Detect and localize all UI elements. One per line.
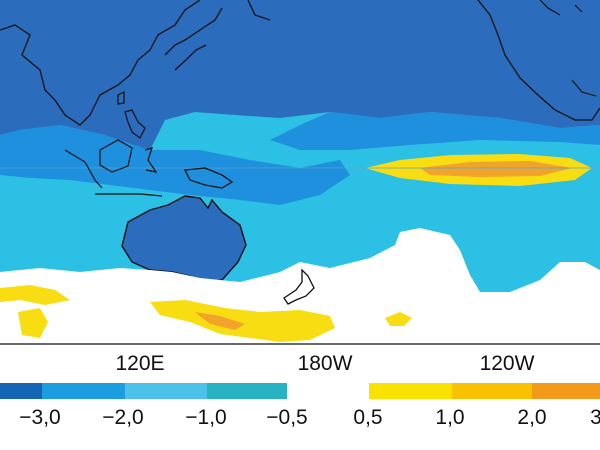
asia-coastline <box>0 0 201 126</box>
alaska-islands <box>539 0 583 16</box>
positive-patch-south <box>150 300 335 342</box>
colorbar <box>0 383 600 399</box>
colorbar-label: 1,0 <box>435 406 465 429</box>
philippines <box>124 109 146 139</box>
moderate-negative-east <box>270 112 600 150</box>
borneo <box>99 139 133 173</box>
strong-negative-north <box>0 0 600 150</box>
colorbar-swatch <box>42 383 125 399</box>
colorbar-label: −3,0 <box>19 406 61 429</box>
colorbar-swatch <box>452 383 532 399</box>
strong-positive-east-pacific <box>420 161 572 177</box>
anomaly-map <box>0 0 600 345</box>
positive-patch-east <box>385 312 412 326</box>
north-america-coastline <box>477 0 600 121</box>
positive-patch-west <box>0 285 70 305</box>
colorbar-label: 2,0 <box>517 406 547 429</box>
baja-peninsula <box>571 79 597 97</box>
colorbar-label: −0,5 <box>266 406 308 429</box>
new-zealand <box>283 268 315 305</box>
taiwan <box>117 91 125 105</box>
sulawesi <box>144 147 158 173</box>
colorbar-swatch <box>125 383 207 399</box>
colorbar-label: 0,5 <box>353 406 383 429</box>
colorbar-label: −2,0 <box>102 406 144 429</box>
longitude-label-120e: 120E <box>115 352 165 375</box>
new-guinea <box>183 167 234 189</box>
strong-positive-south <box>195 312 245 330</box>
colorbar-swatch <box>207 383 287 399</box>
colorbar-swatch <box>369 383 452 399</box>
colorbar-swatch <box>287 383 369 399</box>
moderate-negative-maritime <box>0 125 350 205</box>
colorbar-label: −1,0 <box>185 406 227 429</box>
colorbar-label: 3 <box>590 406 600 429</box>
longitude-label-180w: 180W <box>297 352 353 375</box>
korea-japan-coastline <box>164 0 271 71</box>
positive-patch-sw <box>18 308 48 338</box>
sumatra-java <box>64 149 163 197</box>
longitude-label-120w: 120W <box>479 352 535 375</box>
colorbar-swatch <box>532 383 600 399</box>
colorbar-swatch <box>0 383 42 399</box>
